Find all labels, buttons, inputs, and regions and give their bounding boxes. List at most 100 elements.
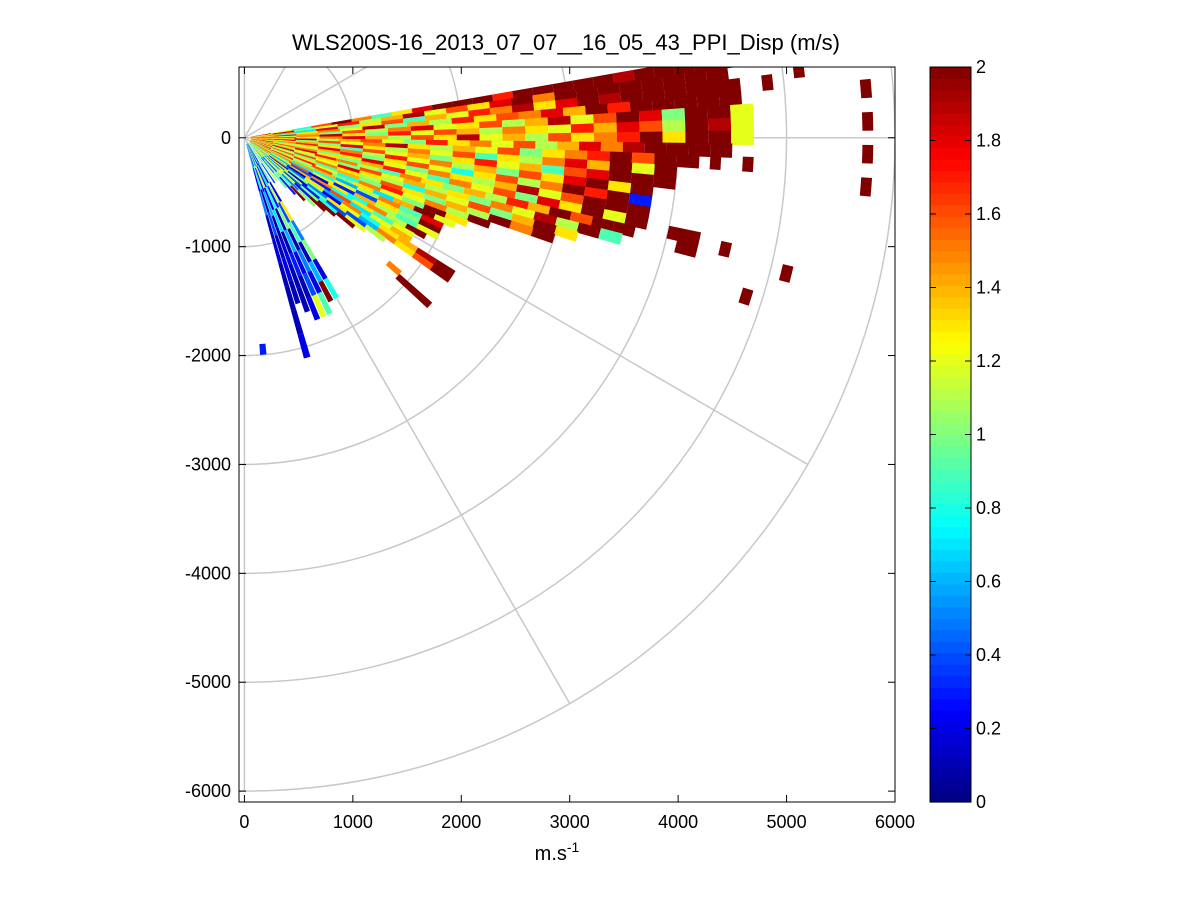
velocity-bin [535,141,558,151]
velocity-bin [311,122,332,129]
velocity-bin [616,121,640,134]
velocity-bin [264,155,281,171]
velocity-bin [597,82,621,97]
velocity-bin [600,141,623,154]
colorbar-swatch [930,457,971,470]
velocity-bin [358,173,382,185]
velocity-bin [249,141,270,157]
velocity-bin [685,118,709,133]
velocity-bin [277,202,291,224]
velocity-bin [292,158,315,171]
velocity-bin [519,148,543,158]
velocity-bin [536,195,561,210]
velocity-bin [267,182,280,204]
colorbar-swatch [930,790,971,803]
velocity-bin [357,215,379,232]
velocity-bin [277,207,290,230]
velocity-bin [312,171,335,185]
colorbar-swatch [930,170,971,183]
velocity-bin [317,148,341,155]
velocity-bin [392,197,415,211]
velocity-bin [279,176,297,196]
velocity-bin [456,128,480,136]
velocity-bin [684,106,708,122]
velocity-bin [639,131,663,145]
velocity-bin [316,152,340,160]
velocity-bin [514,191,539,205]
velocity-bin [359,212,381,228]
y-tick-label: -3000 [185,454,231,474]
velocity-bin [571,132,594,143]
velocity-bin [247,143,259,166]
velocity-bin [250,140,272,152]
velocity-bin [631,152,655,166]
colorbar-swatch [930,193,971,206]
velocity-bin [710,143,733,158]
velocity-bin [410,129,434,136]
velocity-bin [511,102,535,114]
velocity-bin [295,143,319,149]
velocity-bin [269,153,291,167]
velocity-bin [346,192,368,207]
velocity-bin [696,78,742,97]
velocity-bin [382,139,405,145]
velocity-bin [708,130,732,146]
velocity-bin [564,158,588,170]
velocity-bin [383,161,407,171]
velocity-bin [491,140,514,149]
velocity-bin [287,221,302,243]
velocity-bin [493,180,518,193]
colorbar-swatch [930,721,971,734]
velocity-bin [578,141,602,153]
velocity-bin [315,156,339,165]
velocity-bin [401,191,426,205]
colorbar-swatch [930,319,971,332]
velocity-bin [249,141,267,158]
velocity-bin [575,85,599,99]
velocity-bin [246,143,255,167]
velocity-bin [615,111,640,124]
y-tick-label: -1000 [185,237,231,257]
velocity-bin [254,167,265,193]
velocity-bin [407,152,431,161]
velocity-bin [278,262,290,288]
velocity-bin [593,132,617,144]
velocity-bin [283,169,303,186]
velocity-bin [293,251,307,275]
velocity-bin [451,162,475,172]
velocity-bin [291,156,313,167]
velocity-bin [250,140,271,154]
velocity-bin [288,161,310,174]
velocity-bin [265,214,275,240]
velocity-bin [281,257,293,282]
velocity-bin [271,215,283,241]
velocity-bin [389,225,413,243]
velocity-bin [429,118,452,126]
velocity-bin [365,128,389,134]
velocity-bin [593,122,617,134]
velocity-bin [261,162,276,184]
velocity-bin [411,251,434,270]
colorbar-swatch [930,262,971,275]
velocity-bin [374,202,398,218]
velocity-bin [247,143,262,164]
velocity-bin [380,184,404,197]
velocity-bin [423,188,448,201]
velocity-bin [317,144,341,150]
velocity-bin [285,165,305,181]
velocity-bin [268,156,289,173]
velocity-bin [351,181,374,194]
velocity-bin [294,146,318,153]
velocity-bin [384,150,408,158]
velocity-bin [276,170,292,187]
plot-frame [238,66,896,803]
velocity-bin [502,133,526,142]
velocity-bin [294,182,311,198]
velocity-bin [495,173,519,186]
velocity-bin [293,148,315,156]
velocity-bin [593,112,617,125]
velocity-bin [340,143,364,149]
velocity-bin [456,134,480,142]
velocity-bin [323,277,339,300]
velocity-bin [406,120,430,128]
